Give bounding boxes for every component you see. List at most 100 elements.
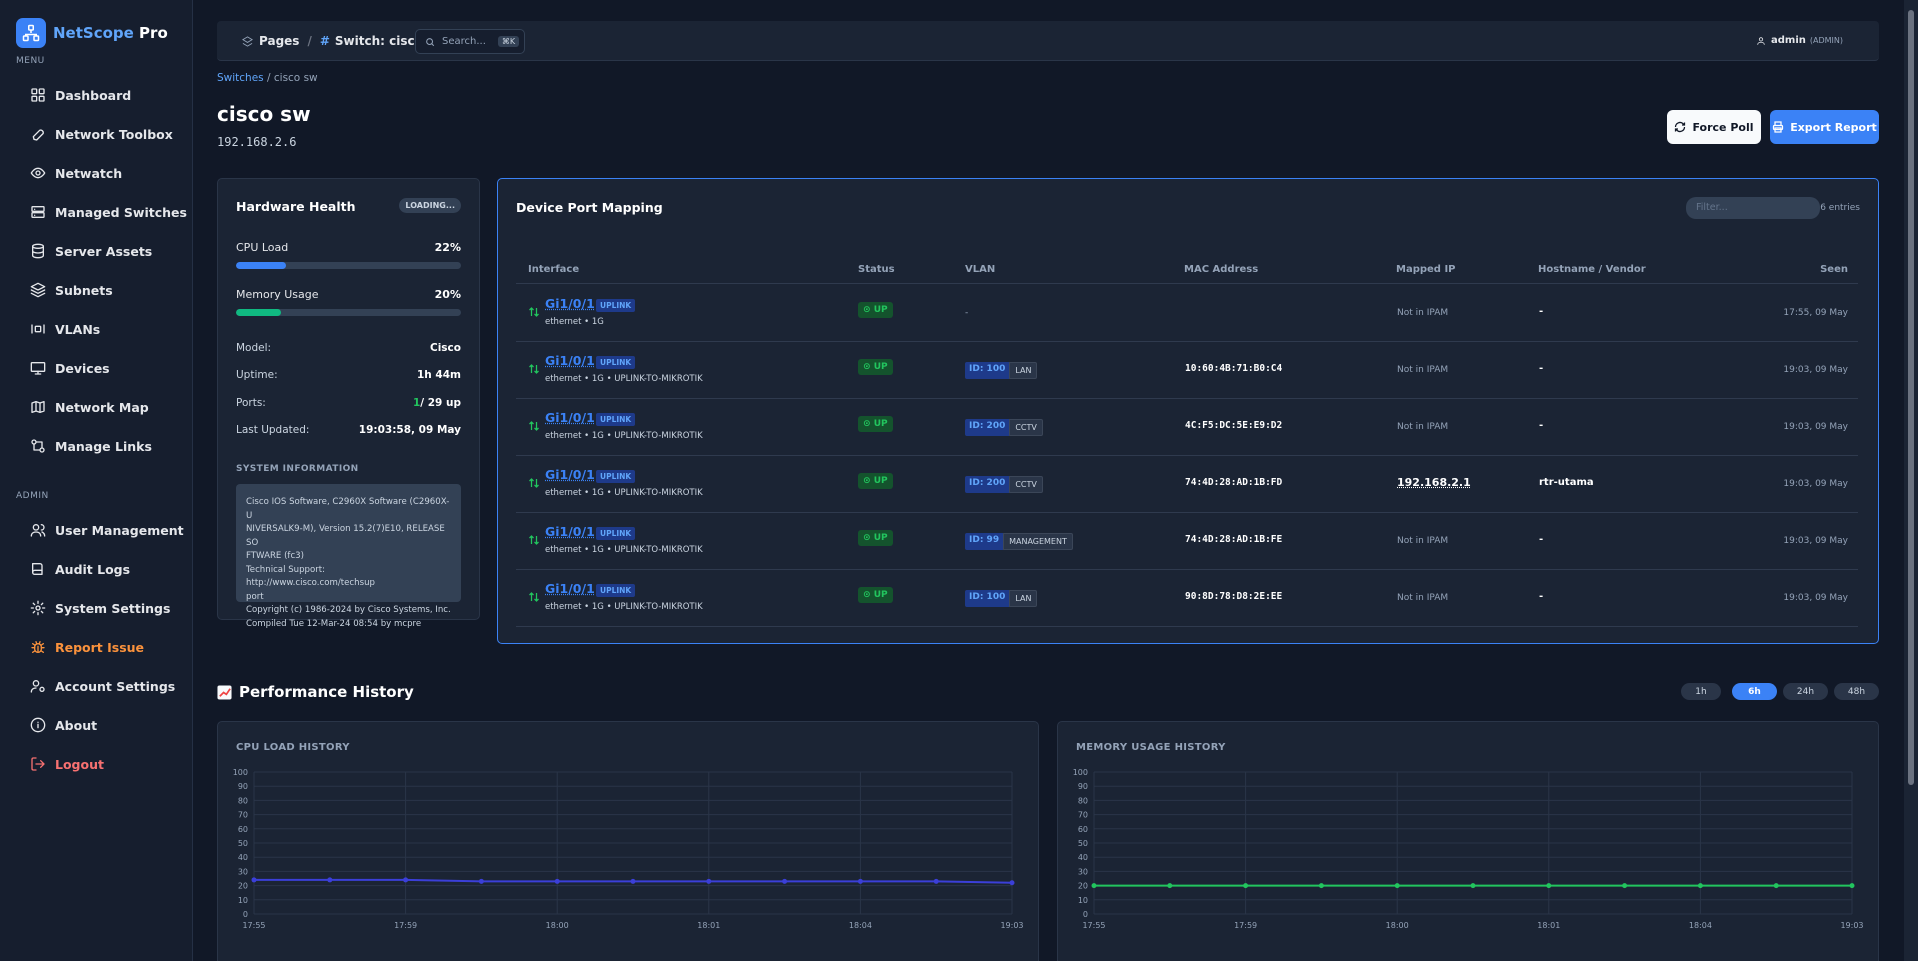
- info-icon: [30, 717, 46, 733]
- cpu-history-chart-card: CPU LOAD HISTORY 0 10 20 30 40 50 60 70 80 90 100 1…: [217, 721, 1039, 961]
- table-row[interactable]: Gi1/0/1 UPLINK ethernet • 1G ⊙ UP - Not in IP…: [516, 284, 1858, 341]
- status-badge: ⊙ UP: [858, 530, 893, 546]
- sidebar-item-about[interactable]: About: [30, 713, 97, 737]
- status-badge: ⊙ UP: [858, 416, 893, 432]
- interface-link[interactable]: Gi1/0/1: [545, 296, 595, 311]
- sidebar-item-label: Subnets: [55, 283, 113, 298]
- table-row[interactable]: Gi1/0/1 UPLINK ethernet • 1G • UPLINK-TO-M…: [516, 398, 1858, 455]
- col-header-interface[interactable]: Interface: [528, 264, 579, 275]
- brand[interactable]: NetScope Pro: [16, 18, 168, 48]
- status-text: UP: [874, 419, 888, 429]
- cpu-label: CPU Load: [236, 241, 288, 254]
- sidebar-item-label: About: [55, 718, 97, 733]
- sidebar-item-netwatch[interactable]: Netwatch: [30, 161, 122, 185]
- y-tick-label: 70: [238, 811, 248, 820]
- col-header-hostname[interactable]: Hostname / Vendor: [1538, 264, 1646, 275]
- y-tick-label: 100: [233, 768, 248, 777]
- y-tick-label: 50: [1078, 839, 1088, 848]
- range-6h-button[interactable]: 6h: [1732, 683, 1777, 700]
- y-tick-label: 70: [1078, 811, 1088, 820]
- breadcrumb-current: cisco sw: [274, 72, 318, 84]
- last-updated-label: Last Updated:: [236, 424, 309, 436]
- user-menu[interactable]: admin (ADMIN): [1756, 35, 1843, 46]
- interface-link[interactable]: Gi1/0/1: [545, 581, 595, 596]
- status-text: UP: [874, 305, 888, 315]
- vlan-badge[interactable]: ID: 200 CCTV: [965, 419, 1043, 436]
- ports-total: / 29 up: [420, 397, 461, 409]
- hostname: rtr-utama: [1539, 477, 1594, 488]
- table-row[interactable]: Gi1/0/1 UPLINK ethernet • 1G • UPLINK-TO-M…: [516, 341, 1858, 398]
- crumb-separator: /: [307, 34, 311, 48]
- col-header-mac[interactable]: MAC Address: [1184, 264, 1258, 275]
- interface-link[interactable]: Gi1/0/1: [545, 467, 595, 482]
- sidebar-item-report-issue[interactable]: Report Issue: [30, 635, 144, 659]
- sidebar-item-logout[interactable]: Logout: [30, 752, 104, 776]
- scrollbar-thumb[interactable]: [1908, 10, 1914, 785]
- user-cog-icon: [30, 678, 46, 694]
- sidebar-item-label: Logout: [55, 757, 104, 772]
- data-point: [1471, 883, 1476, 888]
- col-header-status[interactable]: Status: [858, 264, 895, 275]
- filter-input[interactable]: Filter...: [1686, 197, 1820, 219]
- sidebar-item-manage-links[interactable]: Manage Links: [30, 434, 152, 458]
- data-point: [706, 879, 711, 884]
- chart-icon: [217, 685, 232, 700]
- vlan-badge[interactable]: ID: 99 MANAGEMENT: [965, 533, 1073, 550]
- vlan-icon: [30, 321, 46, 337]
- interface-details: ethernet • 1G • UPLINK-TO-MIKROTIK: [545, 602, 703, 612]
- x-tick-label: 17:55: [242, 921, 265, 930]
- sidebar-item-system-settings[interactable]: System Settings: [30, 596, 170, 620]
- status-badge: ⊙ UP: [858, 587, 893, 603]
- system-information-text: Cisco IOS Software, C2960X Software (C29…: [236, 484, 461, 602]
- sidebar-item-audit-logs[interactable]: Audit Logs: [30, 557, 130, 581]
- sidebar-item-subnets[interactable]: Subnets: [30, 278, 113, 302]
- range-48h-button[interactable]: 48h: [1834, 683, 1879, 700]
- mapped-ip[interactable]: 192.168.2.1: [1397, 476, 1471, 489]
- sidebar-item-devices[interactable]: Devices: [30, 356, 110, 380]
- sidebar-item-account-settings[interactable]: Account Settings: [30, 674, 175, 698]
- col-header-mapped-ip[interactable]: Mapped IP: [1396, 264, 1456, 275]
- col-header-seen[interactable]: Seen: [1820, 264, 1848, 275]
- sidebar-item-server-assets[interactable]: Server Assets: [30, 239, 152, 263]
- range-24h-button[interactable]: 24h: [1783, 683, 1828, 700]
- eye-icon: [30, 165, 46, 181]
- interface-link[interactable]: Gi1/0/1: [545, 353, 595, 368]
- col-header-vlan[interactable]: VLAN: [965, 264, 995, 275]
- vlan-name: MANAGEMENT: [1003, 533, 1073, 550]
- crumb-pages[interactable]: Pages: [259, 34, 299, 48]
- sidebar-item-network-map[interactable]: Network Map: [30, 395, 149, 419]
- sidebar-item-vlans[interactable]: VLANs: [30, 317, 100, 341]
- sidebar-item-label: Account Settings: [55, 679, 175, 694]
- sidebar-item-network-toolbox[interactable]: Network Toolbox: [30, 122, 173, 146]
- page-scrollbar[interactable]: [1904, 0, 1918, 961]
- last-updated-value: 19:03:58, 09 May: [359, 424, 461, 436]
- sidebar-item-managed-switches[interactable]: Managed Switches: [30, 200, 187, 224]
- vlan-id: ID: 100: [965, 362, 1009, 379]
- vlan-badge[interactable]: ID: 100 LAN: [965, 590, 1037, 607]
- breadcrumb-switches-link[interactable]: Switches: [217, 72, 264, 84]
- search-input[interactable]: Search... ⌘K: [415, 29, 525, 54]
- table-row[interactable]: Gi1/0/1 UPLINK ethernet • 1G • UPLINK-TO-M…: [516, 512, 1858, 569]
- sidebar-item-label: Netwatch: [55, 166, 122, 181]
- data-point: [252, 877, 257, 882]
- force-poll-button[interactable]: Force Poll: [1667, 110, 1761, 144]
- data-point: [934, 879, 939, 884]
- range-1h-button[interactable]: 1h: [1681, 683, 1721, 700]
- interface-details: ethernet • 1G • UPLINK-TO-MIKROTIK: [545, 545, 703, 555]
- sidebar-item-user-management[interactable]: User Management: [30, 518, 184, 542]
- interface-link[interactable]: Gi1/0/1: [545, 524, 595, 539]
- status-badge: ⊙ UP: [858, 302, 893, 318]
- data-point: [1319, 883, 1324, 888]
- x-tick-label: 19:03: [1000, 921, 1023, 930]
- sidebar-item-dashboard[interactable]: Dashboard: [30, 83, 131, 107]
- interface-link[interactable]: Gi1/0/1: [545, 410, 595, 425]
- table-row[interactable]: Gi1/0/1 UPLINK ethernet • 1G • UPLINK-TO-M…: [516, 455, 1858, 512]
- seen-time: 19:03, 09 May: [1783, 365, 1848, 375]
- hash-icon: #: [320, 34, 330, 48]
- vlan-badge[interactable]: ID: 100 LAN: [965, 362, 1037, 379]
- interface-details: ethernet • 1G • UPLINK-TO-MIKROTIK: [545, 488, 703, 498]
- export-report-button[interactable]: Export Report: [1770, 110, 1879, 144]
- table-row[interactable]: Gi1/0/1 UPLINK ethernet • 1G • UPLINK-TO-M…: [516, 569, 1858, 626]
- vlan-badge[interactable]: ID: 200 CCTV: [965, 476, 1043, 493]
- data-point: [327, 877, 332, 882]
